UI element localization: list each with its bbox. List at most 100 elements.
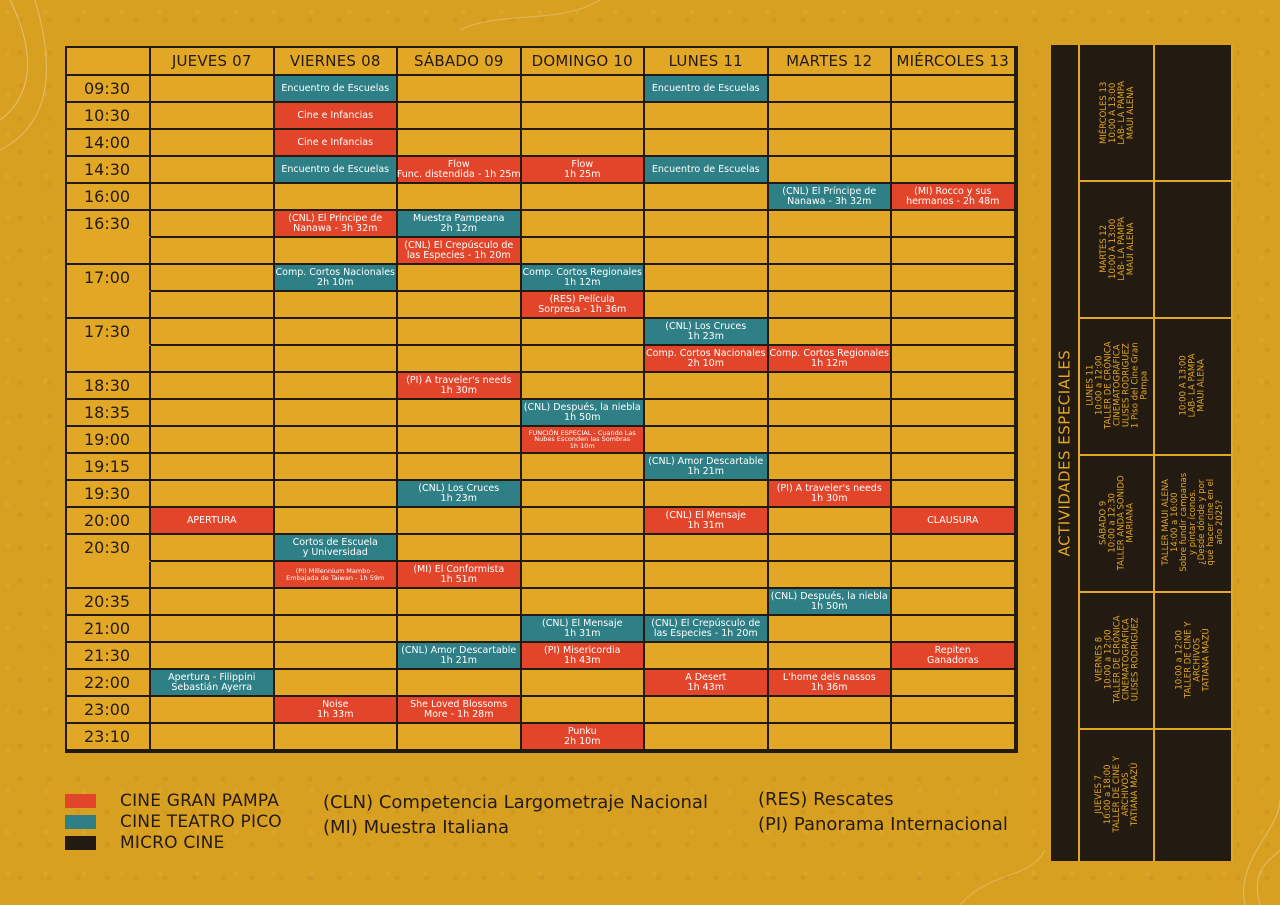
event-block[interactable]: (CNL) El Crepúsculo de las Especies - 1h …	[645, 616, 767, 641]
event-block[interactable]: (PI) Millennium Mambo - Embajada de Taiwa…	[274, 562, 396, 587]
event-block[interactable]: Cortos de Escuela y Universidad	[274, 535, 396, 560]
event-block[interactable]: Flow 1h 25m	[521, 157, 643, 182]
special-activity-text: SÁBADO 9 10:00 a 12:30 TALLER ANDA SONIDO M…	[1099, 475, 1136, 570]
special-activity-block: 10:00 A 13:00 LAB- LA PAMPA MAUI ALENA	[1155, 317, 1231, 456]
schedule-cell	[521, 670, 645, 697]
schedule-cell	[768, 427, 892, 454]
event-block[interactable]: Repiten Ganadoras	[892, 643, 1014, 668]
event-block[interactable]: (CNL) Los Cruces 1h 23m	[645, 319, 767, 344]
event-text: (CNL) Después, la niebla	[523, 402, 641, 413]
event-block[interactable]: Encuentro de Escuelas	[274, 76, 396, 101]
schedule-cell	[398, 319, 522, 346]
event-block[interactable]: Comp. Cortos Nacionales 2h 10m	[645, 346, 767, 371]
event-block[interactable]: Noise 1h 33m	[274, 697, 396, 722]
event-text: Ganadoras	[926, 654, 979, 666]
event-block[interactable]: L'home dels nassos 1h 36m	[768, 670, 890, 695]
event-block[interactable]: Apertura - Filippini Sebastián Ayerra	[151, 670, 273, 695]
schedule-cell	[645, 265, 769, 292]
event-text: L'home dels nassos	[782, 672, 876, 683]
abbreviation-cln: (CLN) Competencia Largometraje Nacional	[323, 792, 708, 813]
event-block[interactable]: APERTURA	[151, 508, 273, 533]
event-block[interactable]: (CNL) El Crepúsculo de las Especies - 1h …	[398, 238, 520, 263]
special-activities-panel: ACTIVIDADES ESPECIALES MIÉRCOLES 13 10:00…	[1051, 45, 1233, 861]
event-block[interactable]: (CNL) El Príncipe de Nanawa - 3h 32m	[274, 211, 396, 236]
event-block[interactable]: CLAUSURA	[892, 508, 1014, 533]
schedule-cell	[521, 103, 645, 130]
schedule-cell	[768, 265, 892, 292]
event-block[interactable]: Comp. Cortos Nacionales 2h 10m	[274, 265, 396, 290]
event-block[interactable]: Punku 2h 10m	[521, 724, 643, 749]
event-block[interactable]: Comp. Cortos Regionales 1h 12m	[768, 346, 890, 371]
event-text: Encuentro de Escuelas	[651, 82, 760, 94]
schedule-cell	[768, 697, 892, 724]
time-cell: 23:10	[67, 724, 151, 751]
schedule-cell: Noise 1h 33m	[274, 697, 398, 724]
special-activity-block: TALLER MAUI ALENA 14:00 a 16:00 Sobre fund…	[1155, 454, 1231, 593]
event-block[interactable]: (CNL) Amor Descartable 1h 21m	[398, 643, 520, 668]
schedule-cell	[645, 481, 769, 508]
event-text: Comp. Cortos Regionales	[769, 348, 889, 359]
event-block[interactable]: (PI) Misericordia 1h 43m	[521, 643, 643, 668]
event-block[interactable]: (MI) El Conformista 1h 51m	[398, 562, 520, 587]
time-cell: 14:30	[67, 157, 151, 184]
event-text: 1h 21m	[687, 465, 724, 477]
schedule-cell: (CNL) Amor Descartable 1h 21m	[645, 454, 769, 481]
schedule-cell: (PI) A traveler's needs 1h 30m	[768, 481, 892, 508]
event-block[interactable]: Encuentro de Escuelas	[274, 157, 396, 182]
schedule-cell	[151, 346, 275, 373]
schedule-cell	[274, 670, 398, 697]
event-block[interactable]: Encuentro de Escuelas	[645, 157, 767, 182]
event-block[interactable]: (PI) A traveler's needs 1h 30m	[768, 481, 890, 506]
event-text: 1h 43m	[564, 654, 601, 666]
event-block[interactable]: (CNL) Amor Descartable 1h 21m	[645, 454, 767, 479]
schedule-cell	[398, 508, 522, 535]
event-block[interactable]: FUNCIÓN ESPECIAL - Cuando Las Nubes Escon…	[521, 427, 643, 452]
event-block[interactable]: (CNL) El Príncipe de Nanawa - 3h 32m	[768, 184, 890, 209]
event-block[interactable]: (CNL) El Mensaje 1h 31m	[645, 508, 767, 533]
schedule-cell	[521, 535, 645, 562]
event-block[interactable]: Flow Func. distendida - 1h 25m	[397, 157, 521, 182]
event-block[interactable]: Cine e Infancias	[274, 103, 396, 128]
event-block[interactable]: (MI) Rocco y sus hermanos - 2h 48m	[892, 184, 1014, 209]
schedule-cell	[768, 373, 892, 400]
schedule-cell: Comp. Cortos Nacionales 2h 10m	[645, 346, 769, 373]
schedule-cell	[521, 130, 645, 157]
schedule-cell	[274, 616, 398, 643]
day-header: MARTES 12	[768, 48, 892, 76]
event-block[interactable]: Encuentro de Escuelas	[645, 76, 767, 101]
event-block[interactable]: She Loved Blossoms More - 1h 28m	[398, 697, 520, 722]
schedule-cell	[274, 292, 398, 319]
event-block[interactable]: Cine e Infancias	[274, 130, 396, 155]
event-text: Sorpresa - 1h 36m	[538, 303, 627, 315]
schedule-cell: (CNL) Después, la niebla 1h 50m	[521, 400, 645, 427]
schedule-cell	[274, 454, 398, 481]
special-activity-line: ULISES RODRIGUEZ	[1120, 343, 1131, 428]
schedule-cell	[521, 562, 645, 589]
schedule-cell	[768, 562, 892, 589]
event-block[interactable]: Muestra Pampeana 2h 12m	[398, 211, 520, 236]
special-activities-column-1: MIÉRCOLES 13 10:00 A 13:00 LAB- LA PAMPA MA…	[1078, 45, 1155, 861]
event-block[interactable]: (CNL) El Mensaje 1h 31m	[521, 616, 643, 641]
event-block[interactable]: (CNL) Los Cruces 1h 23m	[398, 481, 520, 506]
event-block[interactable]: A Desert 1h 43m	[645, 670, 767, 695]
event-block[interactable]: (CNL) Después, la niebla 1h 50m	[768, 589, 890, 614]
schedule-cell	[645, 724, 769, 751]
event-text: (MI) Rocco y sus	[914, 186, 992, 197]
event-block[interactable]: (CNL) Después, la niebla 1h 50m	[521, 400, 643, 425]
legend-swatch	[65, 814, 96, 829]
time-cell: 18:35	[67, 400, 151, 427]
schedule-cell	[151, 724, 275, 751]
schedule-cell	[892, 427, 1016, 454]
schedule-cell	[274, 373, 398, 400]
schedule-cell	[274, 643, 398, 670]
event-block[interactable]: Comp. Cortos Regionales 1h 12m	[521, 265, 643, 290]
time-cell: 17:30	[67, 319, 151, 346]
time-cell	[67, 346, 151, 373]
event-block[interactable]: (PI) A traveler's needs 1h 30m	[398, 373, 520, 398]
event-block[interactable]: (RES) Película Sorpresa - 1h 36m	[521, 292, 643, 317]
schedule-cell	[151, 400, 275, 427]
event-text: (CNL) Amor Descartable	[401, 645, 517, 656]
schedule-cell: Flow 1h 25m	[521, 157, 645, 184]
abbreviation-res: (RES) Rescates	[758, 789, 894, 810]
abbreviations-column-1: (CLN) Competencia Largometraje Nacional …	[323, 790, 708, 840]
